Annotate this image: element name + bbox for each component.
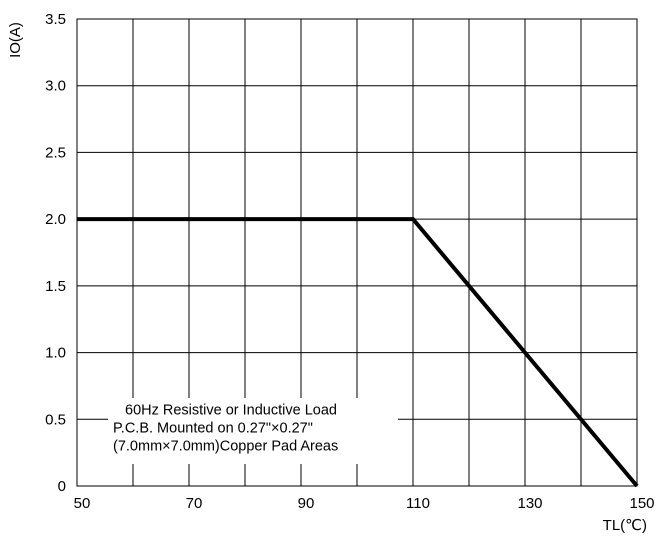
- y-tick-label: 0.5: [45, 411, 66, 428]
- y-tick-label: 3.0: [45, 78, 66, 95]
- y-tick-label: 2.0: [45, 211, 66, 228]
- annotation-background: [108, 398, 398, 464]
- x-tick-label: 130: [517, 495, 542, 512]
- plot-frame: [76, 18, 638, 487]
- annotation-line-3: (7.0mm×7.0mm)Copper Pad Areas: [113, 439, 338, 455]
- y-tick-labels: 0 0.5 1.0 1.5 2.0 2.5 3.0 3.5: [45, 11, 66, 495]
- y-tick-label: 0: [58, 478, 66, 495]
- annotation-line-1: 60Hz Resistive or Inductive Load: [125, 403, 337, 419]
- x-tick-label: 150: [629, 495, 654, 512]
- x-tick-label: 110: [406, 495, 430, 512]
- y-tick-label: 2.5: [45, 144, 66, 161]
- y-axis-label: IO(A): [7, 22, 24, 58]
- annotation-box: 60Hz Resistive or Inductive Load P.C.B. …: [108, 398, 398, 464]
- y-tick-label: 1.0: [45, 345, 66, 362]
- y-tick-label: 1.5: [45, 278, 66, 295]
- x-tick-labels: 50 70 90 110 130 150: [74, 495, 655, 512]
- x-tick-label: 90: [298, 495, 315, 512]
- annotation-line-2: P.C.B. Mounted on 0.27"×0.27": [113, 421, 313, 437]
- y-tick-label: 3.5: [45, 11, 66, 28]
- series-layer: [77, 217, 639, 488]
- x-tick-label: 70: [186, 495, 203, 512]
- series-line: [77, 217, 639, 488]
- x-tick-label: 50: [74, 495, 91, 512]
- x-axis-label: TL(℃): [603, 517, 647, 534]
